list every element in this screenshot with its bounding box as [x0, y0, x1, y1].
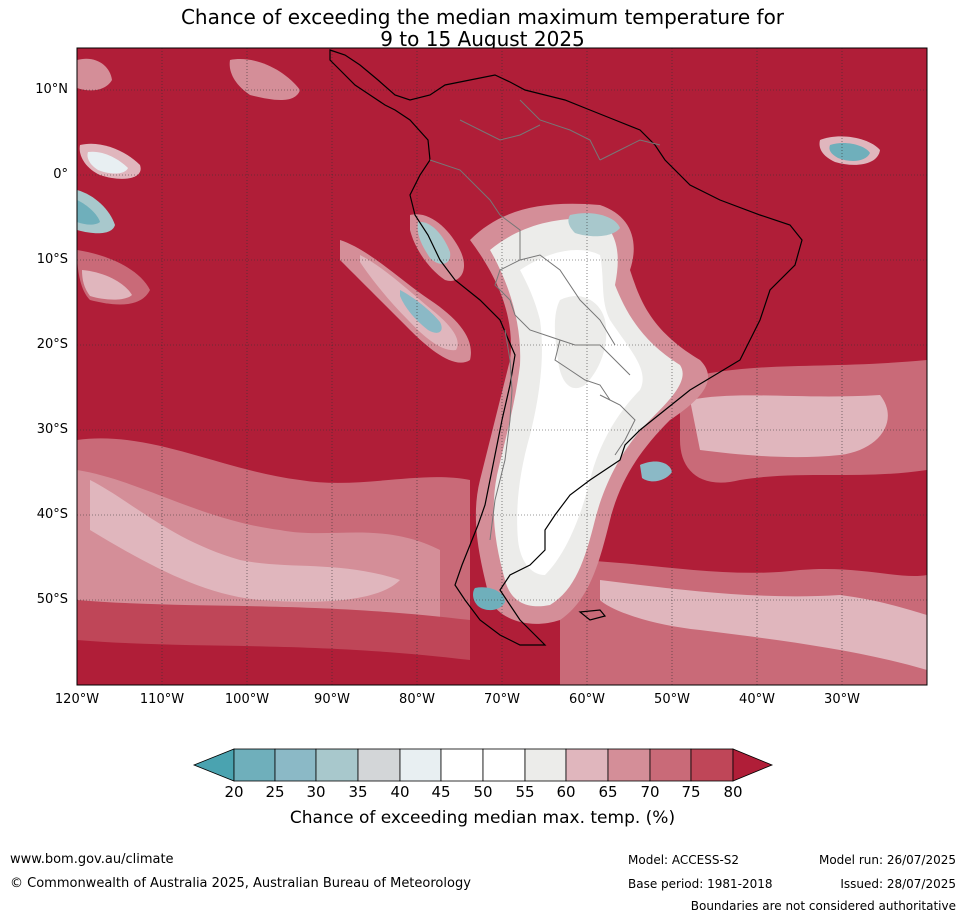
- lat-label-50s: 50°S: [36, 592, 68, 607]
- country-borders: [429, 99, 661, 541]
- colorbar-tick: 25: [265, 783, 285, 801]
- field-20-25-west-edge: [77, 200, 100, 225]
- colorbar-tick: 35: [348, 783, 368, 801]
- lon-label-110w: 110°W: [139, 692, 185, 707]
- colorbar-label: Chance of exceeding median max. temp. (%…: [289, 808, 676, 828]
- field-65-70-north-edge: [77, 58, 112, 91]
- colorbar-tick: 30: [306, 783, 326, 801]
- base-period: Base period: 1981-2018: [628, 877, 773, 891]
- lon-label-120w: 120°W: [54, 692, 100, 707]
- colorbar-70-75: [649, 748, 692, 782]
- field-25-30-pacific-streak: [400, 290, 442, 333]
- lon-label-60w: 60°W: [569, 692, 605, 707]
- map-field: [77, 48, 927, 685]
- falkland-islands: [578, 609, 607, 621]
- colorbar-65-70: [607, 748, 651, 782]
- lat-label-30s: 30°S: [36, 422, 68, 437]
- lon-label-100w: 100°W: [224, 692, 270, 707]
- issued-date: Issued: 28/07/2025: [840, 877, 956, 891]
- colorbar-60-65: [565, 748, 609, 782]
- colorbar-tick: 75: [681, 783, 701, 801]
- field-above-80-south-pacific: [77, 640, 470, 685]
- model-name: Model: ACCESS-S2: [628, 853, 740, 867]
- field-40-45-nw-blob: [87, 151, 128, 174]
- lat-label-0: 0°: [53, 167, 68, 182]
- colorbar-75-80: [690, 748, 734, 782]
- colorbar-tick: 40: [390, 783, 410, 801]
- boundaries-disclaimer: Boundaries are not considered authoritat…: [690, 899, 956, 913]
- map-title-line2: 9 to 15 August 2025: [380, 27, 585, 51]
- colorbar-tick: 60: [556, 783, 576, 801]
- colorbar-35-40: [357, 748, 401, 782]
- field-30-35-brazil-coast: [568, 213, 620, 237]
- field-45-55-continent: [517, 250, 643, 575]
- lat-label-10n: 10°N: [35, 82, 68, 97]
- colorbar-55-60: [524, 748, 567, 782]
- lon-label-30w: 30°W: [824, 692, 860, 707]
- field-20-25-patagonia: [473, 587, 505, 611]
- colorbar-tick: 50: [473, 783, 493, 801]
- colorbar-tick: 20: [224, 783, 244, 801]
- model-run-date: Model run: 26/07/2025: [818, 853, 956, 867]
- south-america-coastline: [329, 49, 803, 646]
- lon-label-80w: 80°W: [399, 692, 435, 707]
- field-25-30-uruguay: [640, 461, 672, 482]
- website-link[interactable]: www.bom.gov.au/climate: [10, 852, 174, 867]
- field-20-25-ne-atlantic: [829, 142, 870, 161]
- colorbar-tick: 80: [723, 783, 743, 801]
- colorbar-above-80: [732, 748, 774, 782]
- copyright-text: © Commonwealth of Australia 2025, Austra…: [10, 876, 471, 891]
- colorbar-40-45: [399, 748, 442, 782]
- colorbar-25-30: [274, 748, 317, 782]
- colorbar-30-35: [315, 748, 359, 782]
- map-frame: [76, 47, 928, 686]
- field-55-60-continent-inner: [554, 296, 607, 389]
- lon-label-50w: 50°W: [654, 692, 690, 707]
- colorbar-tick: 65: [598, 783, 618, 801]
- lon-label-90w: 90°W: [314, 692, 350, 707]
- field-60-65-south-pacific: [90, 480, 400, 602]
- colorbar-tick: 70: [640, 783, 660, 801]
- colorbar-tick: 55: [515, 783, 535, 801]
- lat-label-10s: 10°S: [36, 252, 68, 267]
- field-60-65-tropical-pacific: [82, 270, 132, 300]
- map-title-line1: Chance of exceeding the median maximum t…: [180, 5, 785, 29]
- lon-label-40w: 40°W: [739, 692, 775, 707]
- field-60-65-south-atlantic: [690, 395, 888, 458]
- lat-label-40s: 40°S: [36, 507, 68, 522]
- colorbar-tick: 45: [431, 783, 451, 801]
- lon-label-70w: 70°W: [484, 692, 520, 707]
- colorbar-20-25: [233, 748, 276, 782]
- colorbar-below-20: [192, 748, 235, 782]
- colorbar-50-55: [482, 748, 526, 782]
- graticule: [77, 48, 927, 685]
- colorbar-45-50: [440, 748, 484, 782]
- field-60-65-atlantic-south: [600, 580, 927, 670]
- lat-label-20s: 20°S: [36, 337, 68, 352]
